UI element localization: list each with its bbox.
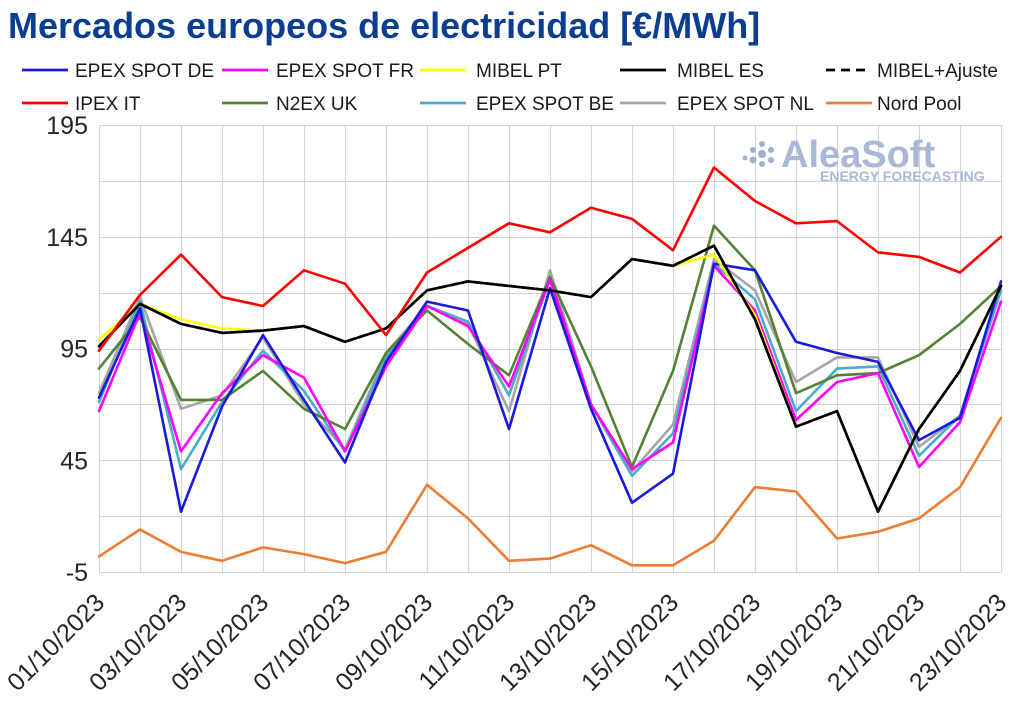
legend-label: Nord Pool	[877, 94, 962, 115]
legend-label: IPEX IT	[75, 94, 141, 115]
series-line-epex-spot-de	[97, 262, 1003, 514]
legend-item-ipex-it: IPEX IT	[22, 94, 141, 115]
legend-item-nord-pool: Nord Pool	[826, 94, 962, 115]
series-line-nord-pool	[97, 416, 1003, 567]
logo-name: AleaSoft	[781, 134, 935, 176]
legend-item-n2ex-uk: N2EX UK	[222, 94, 358, 115]
aleasoft-logo: AleaSoft ENERGY FORECASTING	[742, 134, 985, 184]
y-tick-label: 145	[46, 224, 88, 252]
x-axis: 01/10/202303/10/202305/10/202307/10/2023…	[2, 588, 1012, 696]
series-lines	[97, 166, 1003, 567]
chart-title: Mercados europeos de electricidad [€/MWh…	[8, 5, 760, 46]
legend-item-mibel-pt: MIBEL PT	[420, 61, 562, 82]
legend: EPEX SPOT DE EPEX SPOT FR MIBEL PT MIBEL ES…	[22, 61, 998, 115]
series-line-mibel-es	[97, 244, 1003, 514]
y-tick-label: 195	[46, 112, 88, 140]
series-line-n2ex-uk	[97, 224, 1003, 469]
logo-tagline: ENERGY FORECASTING	[820, 168, 985, 184]
series-line-ipex-it	[97, 166, 1003, 353]
legend-item-epex-spot-nl: EPEX SPOT NL	[620, 94, 814, 115]
legend-label: MIBEL+Ajuste	[877, 61, 998, 82]
legend-item-epex-spot-fr: EPEX SPOT FR	[222, 61, 414, 82]
plot-grid	[99, 125, 1002, 573]
legend-item-mibel-ajuste: MIBEL+Ajuste	[826, 61, 998, 82]
legend-label: EPEX SPOT DE	[75, 61, 214, 82]
logo-dots-icon	[742, 141, 774, 167]
legend-label: EPEX SPOT BE	[476, 94, 614, 115]
series-line-epex-spot-fr	[97, 264, 1003, 471]
legend-label: MIBEL ES	[677, 61, 764, 82]
legend-item-epex-spot-de: EPEX SPOT DE	[22, 61, 214, 82]
y-tick-label: -5	[66, 559, 88, 587]
legend-label: EPEX SPOT FR	[276, 61, 414, 82]
legend-label: N2EX UK	[276, 94, 358, 115]
legend-label: MIBEL PT	[476, 61, 562, 82]
y-axis: 195 145 95 45 -5	[46, 112, 88, 587]
y-tick-label: 45	[60, 447, 88, 475]
legend-item-epex-spot-be: EPEX SPOT BE	[420, 94, 614, 115]
legend-label: EPEX SPOT NL	[677, 94, 814, 115]
y-tick-label: 95	[60, 336, 88, 364]
legend-item-mibel-es: MIBEL ES	[620, 61, 764, 82]
